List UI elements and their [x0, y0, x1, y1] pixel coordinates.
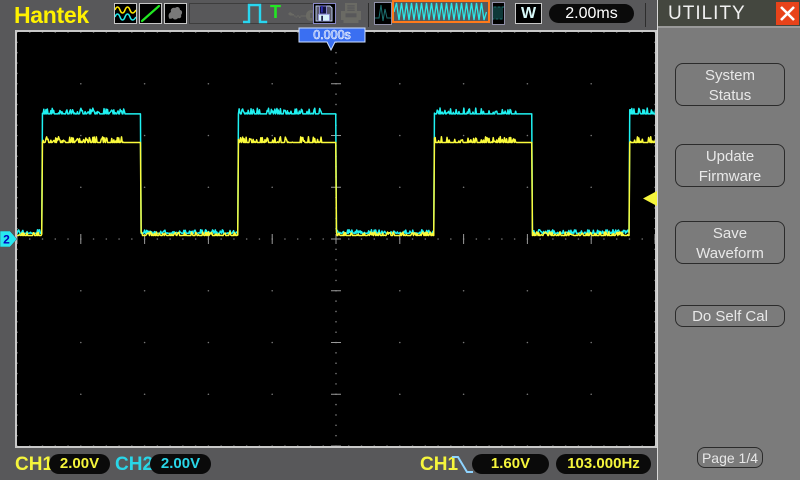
- svg-text:2: 2: [3, 233, 10, 247]
- svg-text:0.000s: 0.000s: [313, 28, 351, 42]
